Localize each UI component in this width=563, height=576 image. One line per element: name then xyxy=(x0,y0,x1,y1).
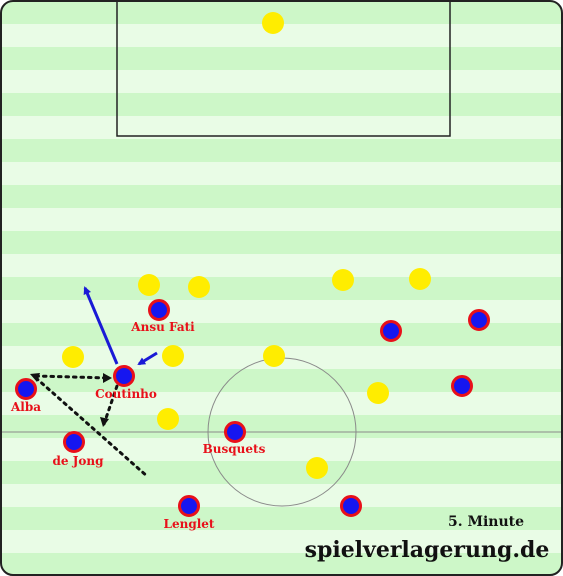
grass-stripe xyxy=(1,323,562,346)
grass-stripe xyxy=(1,139,562,162)
minute-caption: 5. Minute xyxy=(448,514,524,530)
run-arrow-to-coutinho xyxy=(137,351,158,366)
pass-arrowhead-down xyxy=(100,417,109,427)
player-coutinho xyxy=(113,365,135,387)
opponent-marker xyxy=(409,268,431,290)
pass-line-de-jong-run xyxy=(34,376,150,479)
opponent-marker xyxy=(62,346,84,368)
label-lenglet: Lenglet xyxy=(164,517,215,531)
opponent-marker xyxy=(157,408,179,430)
players xyxy=(15,299,490,517)
player-unlabeled xyxy=(468,309,490,331)
label-coutinho: Coutinho xyxy=(95,387,157,401)
label-de-jong: de Jong xyxy=(53,454,105,468)
grass-stripe xyxy=(1,461,562,484)
player-unlabeled xyxy=(380,320,402,342)
player-unlabeled xyxy=(451,375,473,397)
player-ansu-fati xyxy=(148,299,170,321)
grass-stripe xyxy=(1,93,562,116)
grass-stripe xyxy=(1,415,562,438)
grass-stripe xyxy=(1,507,562,530)
run-arrows xyxy=(83,286,158,366)
pass-arrowhead-left xyxy=(30,373,40,382)
pass-lines xyxy=(34,374,150,479)
site-watermark: spielverlagerung.de xyxy=(305,537,550,563)
label-busquets: Busquets xyxy=(203,442,266,456)
opponent-goalkeeper xyxy=(262,12,284,34)
player-lenglet xyxy=(178,495,200,517)
pass-arrowheads xyxy=(30,373,112,427)
opponent-marker xyxy=(332,269,354,291)
player-labels: Ansu Fati Coutinho Alba de Jong Busquets… xyxy=(10,320,266,531)
run-arrow-coutinho-upfield xyxy=(83,286,119,365)
grass-stripe xyxy=(1,553,562,575)
grass-stripe xyxy=(1,47,562,70)
player-busquets xyxy=(224,421,246,443)
opponent-marker xyxy=(138,274,160,296)
pass-line-coutinho-down xyxy=(102,384,119,426)
pass-line-alba-coutinho xyxy=(34,374,112,380)
grass-stripe xyxy=(1,231,562,254)
grass-stripe xyxy=(1,185,562,208)
penalty-box xyxy=(116,0,451,137)
player-de-jong xyxy=(63,431,85,453)
label-ansu-fati: Ansu Fati xyxy=(130,320,195,334)
opponent-marker xyxy=(306,457,328,479)
opponents xyxy=(62,12,431,479)
player-unlabeled xyxy=(340,495,362,517)
pass-arrowhead-right xyxy=(103,373,112,383)
opponent-marker xyxy=(162,345,184,367)
label-alba: Alba xyxy=(10,400,41,414)
opponent-marker xyxy=(188,276,210,298)
opponent-marker xyxy=(263,345,285,367)
player-alba xyxy=(15,378,37,400)
opponent-marker xyxy=(367,382,389,404)
grass-stripe xyxy=(1,1,562,24)
grass-stripe xyxy=(1,369,562,392)
